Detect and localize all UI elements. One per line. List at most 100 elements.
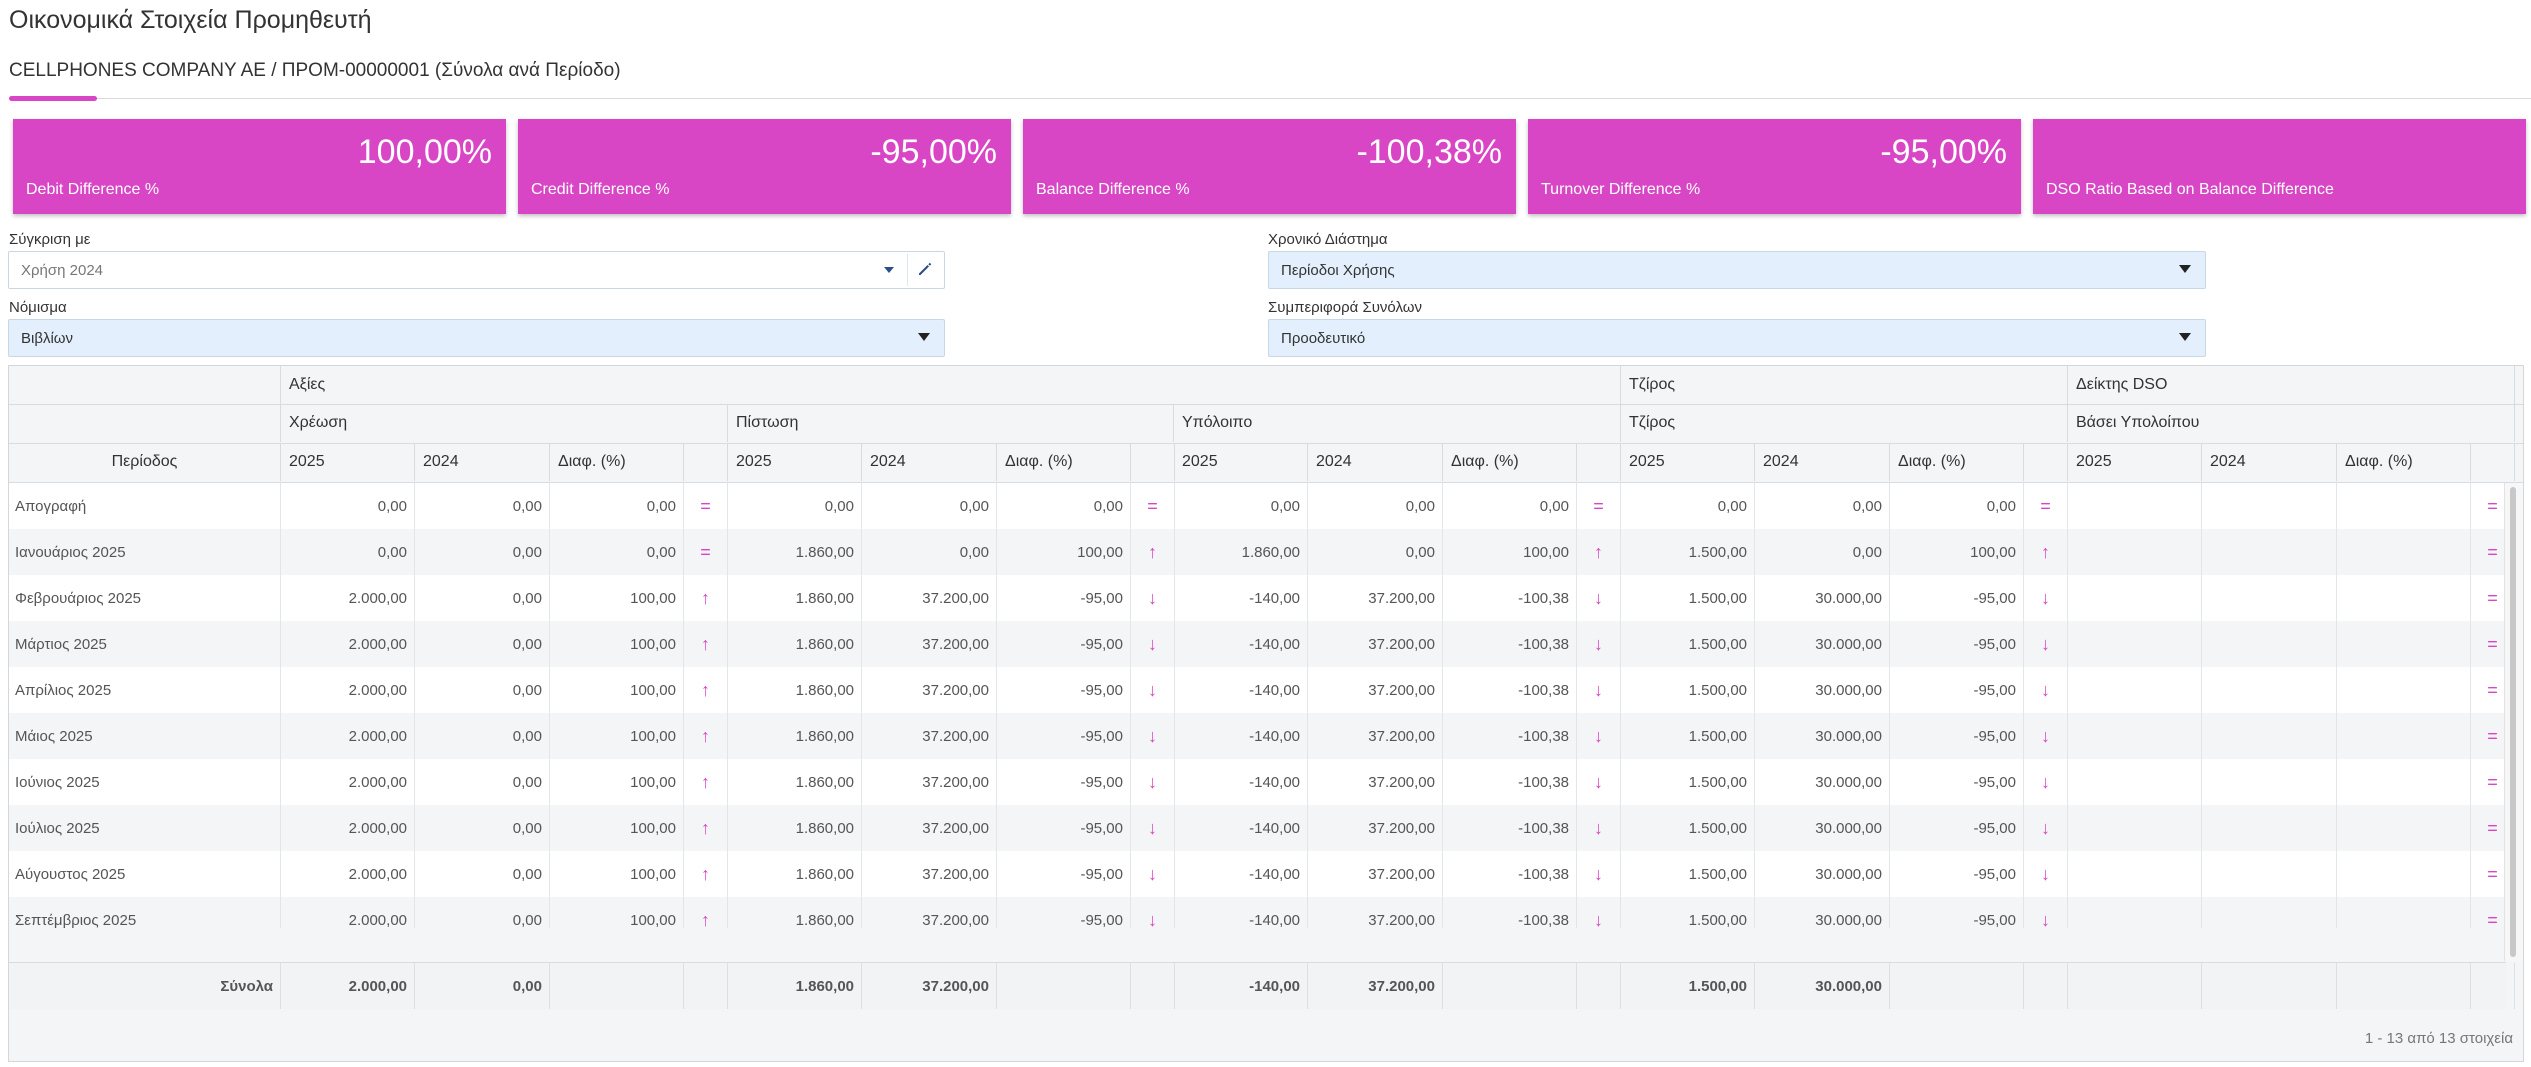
credit-diff-cell: -95,00 — [997, 851, 1131, 897]
header-blank — [9, 404, 281, 442]
trend-equal-icon: = — [2471, 575, 2506, 621]
trend-equal-icon: = — [2471, 713, 2506, 759]
debit-previous-cell: 0,00 — [415, 805, 550, 851]
turnover-current-cell: 1.500,00 — [1621, 759, 1755, 805]
turnover-diff-cell: -95,00 — [1890, 713, 2024, 759]
credit-diff-cell: 100,00 — [997, 529, 1131, 575]
column-header-credit-current[interactable]: 2025 — [728, 443, 862, 481]
scrollbar-thumb[interactable] — [2510, 487, 2516, 957]
currency-select[interactable]: Βιβλίων — [8, 319, 945, 357]
table-row[interactable]: Απογραφή 0,00 0,00 0,00 = 0,00 0,00 0,00 = 0,00 0,… — [9, 483, 2506, 529]
totals-behavior-select[interactable]: Προοδευτικό — [1268, 319, 2206, 357]
vertical-scrollbar[interactable] — [2504, 483, 2523, 961]
column-header-balance-current[interactable]: 2025 — [1174, 443, 1308, 481]
active-tab-indicator — [9, 96, 97, 101]
trend-equal-icon: = — [684, 529, 728, 575]
dso-diff-cell — [2337, 759, 2471, 805]
column-header-credit-previous[interactable]: 2024 — [862, 443, 997, 481]
turnover-diff-cell: -95,00 — [1890, 897, 2024, 928]
table-row[interactable]: Μάιος 2025 2.000,00 0,00 100,00 ↑ 1.860,00 37.… — [9, 713, 2506, 759]
turnover-diff-cell: -95,00 — [1890, 621, 2024, 667]
column-header-balance-diff[interactable]: Διαφ. (%) — [1443, 443, 1577, 481]
trend-down-icon: ↓ — [1577, 851, 1621, 897]
table-row[interactable]: Φεβρουάριος 2025 2.000,00 0,00 100,00 ↑ 1.860… — [9, 575, 2506, 621]
trend-up-icon: ↑ — [684, 851, 728, 897]
column-header-debit-current[interactable]: 2025 — [281, 443, 415, 481]
turnover-diff-cell: -95,00 — [1890, 667, 2024, 713]
dropdown-caret-icon[interactable] — [2179, 265, 2191, 273]
trend-down-icon: ↓ — [2024, 667, 2068, 713]
dropdown-caret-icon[interactable] — [884, 267, 894, 273]
card-label: Credit Difference % — [531, 181, 670, 198]
column-header-turnover-previous[interactable]: 2024 — [1755, 443, 1890, 481]
column-header-balance-previous[interactable]: 2024 — [1308, 443, 1443, 481]
turnover-current-cell: 1.500,00 — [1621, 851, 1755, 897]
header-balance-based: Βάσει Υπολοίπου — [2068, 404, 2515, 442]
table-row[interactable]: Ιούνιος 2025 2.000,00 0,00 100,00 ↑ 1.860,00 3… — [9, 759, 2506, 805]
column-header-turnover-diff[interactable]: Διαφ. (%) — [1890, 443, 2024, 481]
column-header-debit-diff[interactable]: Διαφ. (%) — [550, 443, 684, 481]
trend-equal-icon: = — [2471, 483, 2506, 529]
debit-diff-cell: 100,00 — [550, 667, 684, 713]
table-row[interactable]: Ιανουάριος 2025 0,00 0,00 0,00 = 1.860,00 0,00… — [9, 529, 2506, 575]
turnover-current-cell: 1.500,00 — [1621, 529, 1755, 575]
dso-previous-cell — [2202, 851, 2337, 897]
trend-down-icon: ↓ — [1131, 667, 1175, 713]
table-row[interactable]: Μάρτιος 2025 2.000,00 0,00 100,00 ↑ 1.860,00 3… — [9, 621, 2506, 667]
debit-diff-cell: 100,00 — [550, 713, 684, 759]
debit-current-cell: 2.000,00 — [281, 897, 415, 928]
column-header-dso-previous[interactable]: 2024 — [2202, 443, 2337, 481]
column-header-turnover-current[interactable]: 2025 — [1621, 443, 1755, 481]
column-header-dso-current[interactable]: 2025 — [2068, 443, 2202, 481]
grid-body: Απογραφή 0,00 0,00 0,00 = 0,00 0,00 0,00 = 0,00 0,… — [9, 483, 2506, 928]
balance-diff-cell: -100,38 — [1443, 759, 1577, 805]
column-header-debit-previous[interactable]: 2024 — [415, 443, 550, 481]
dso-current-cell — [2068, 621, 2202, 667]
credit-previous-cell: 37.200,00 — [862, 713, 997, 759]
tab-supplier-totals[interactable]: CELLPHONES COMPANY AE / ΠΡΟΜ-00000001 (Σ… — [9, 60, 621, 81]
debit-diff-cell: 100,00 — [550, 805, 684, 851]
debit-previous-cell: 0,00 — [415, 851, 550, 897]
balance-previous-cell: 37.200,00 — [1308, 713, 1443, 759]
header-dso-group: Δείκτης DSO — [2068, 366, 2515, 404]
turnover-previous-cell: 30.000,00 — [1755, 759, 1890, 805]
column-header-credit-diff[interactable]: Διαφ. (%) — [997, 443, 1131, 481]
table-row[interactable]: Σεπτέμβριος 2025 2.000,00 0,00 100,00 ↑ 1.860… — [9, 897, 2506, 928]
turnover-previous-cell: 0,00 — [1755, 529, 1890, 575]
credit-difference-card: -95,00% Credit Difference % — [518, 119, 1011, 214]
debit-diff-cell: 100,00 — [550, 759, 684, 805]
compare-combobox[interactable]: Χρήση 2024 — [8, 251, 945, 289]
total-empty-cell — [550, 963, 684, 1009]
edit-pencil-icon[interactable] — [916, 260, 934, 282]
period-select[interactable]: Περίοδοι Χρήσης — [1268, 251, 2206, 289]
dropdown-caret-icon[interactable] — [918, 333, 930, 341]
tab-underline — [9, 98, 2531, 99]
period-cell: Μάιος 2025 — [9, 713, 281, 759]
balance-diff-cell: 100,00 — [1443, 529, 1577, 575]
period-cell: Αύγουστος 2025 — [9, 851, 281, 897]
credit-current-cell: 0,00 — [728, 483, 862, 529]
trend-up-icon: ↑ — [684, 713, 728, 759]
credit-current-cell: 1.860,00 — [728, 713, 862, 759]
column-header-period[interactable]: Περίοδος — [9, 443, 281, 481]
debit-diff-cell: 0,00 — [550, 529, 684, 575]
column-header-dso-diff[interactable]: Διαφ. (%) — [2337, 443, 2471, 481]
field-separator — [907, 254, 908, 286]
total-empty-cell — [997, 963, 1131, 1009]
dropdown-caret-icon[interactable] — [2179, 333, 2191, 341]
table-row[interactable]: Απρίλιος 2025 2.000,00 0,00 100,00 ↑ 1.860,00… — [9, 667, 2506, 713]
column-header-turnover-trend — [2024, 443, 2068, 481]
balance-previous-cell: 0,00 — [1308, 483, 1443, 529]
table-row[interactable]: Ιούλιος 2025 2.000,00 0,00 100,00 ↑ 1.860,00 3… — [9, 805, 2506, 851]
supplier-figures-grid: Αξίες Τζίρος Δείκτης DSO Χρέωση Πίστωση … — [8, 365, 2524, 1062]
turnover-current-cell: 1.500,00 — [1621, 713, 1755, 759]
dso-previous-cell — [2202, 483, 2337, 529]
card-value: 100,00% — [357, 133, 492, 171]
table-row[interactable]: Αύγουστος 2025 2.000,00 0,00 100,00 ↑ 1.860,0… — [9, 851, 2506, 897]
card-value: -95,00% — [870, 133, 997, 171]
turnover-difference-card: -95,00% Turnover Difference % — [1528, 119, 2021, 214]
balance-diff-cell: 0,00 — [1443, 483, 1577, 529]
debit-previous-cell: 0,00 — [415, 529, 550, 575]
total-dso-current — [2068, 963, 2202, 1009]
trend-equal-icon: = — [2024, 483, 2068, 529]
